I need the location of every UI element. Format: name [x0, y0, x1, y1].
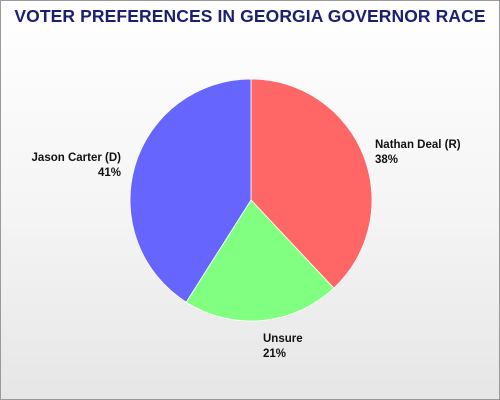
slice-label-unsure: Unsure [263, 333, 303, 345]
pie-slice-nathan-deal-r [250, 78, 373, 289]
slice-label-nathan-deal-r: Nathan Deal (R) [375, 139, 461, 151]
pie-slice-unsure [185, 199, 335, 322]
chart-title: VOTER PREFERENCES IN GEORGIA GOVERNOR RA… [14, 6, 486, 26]
slice-value-jason-carter-d: 41% [98, 167, 121, 179]
slice-value-unsure: 21% [263, 348, 286, 360]
slice-value-nathan-deal-r: 38% [375, 154, 398, 166]
slice-label-jason-carter-d: Jason Carter (D) [32, 152, 122, 164]
pie-slice-jason-carter-d [129, 78, 252, 303]
